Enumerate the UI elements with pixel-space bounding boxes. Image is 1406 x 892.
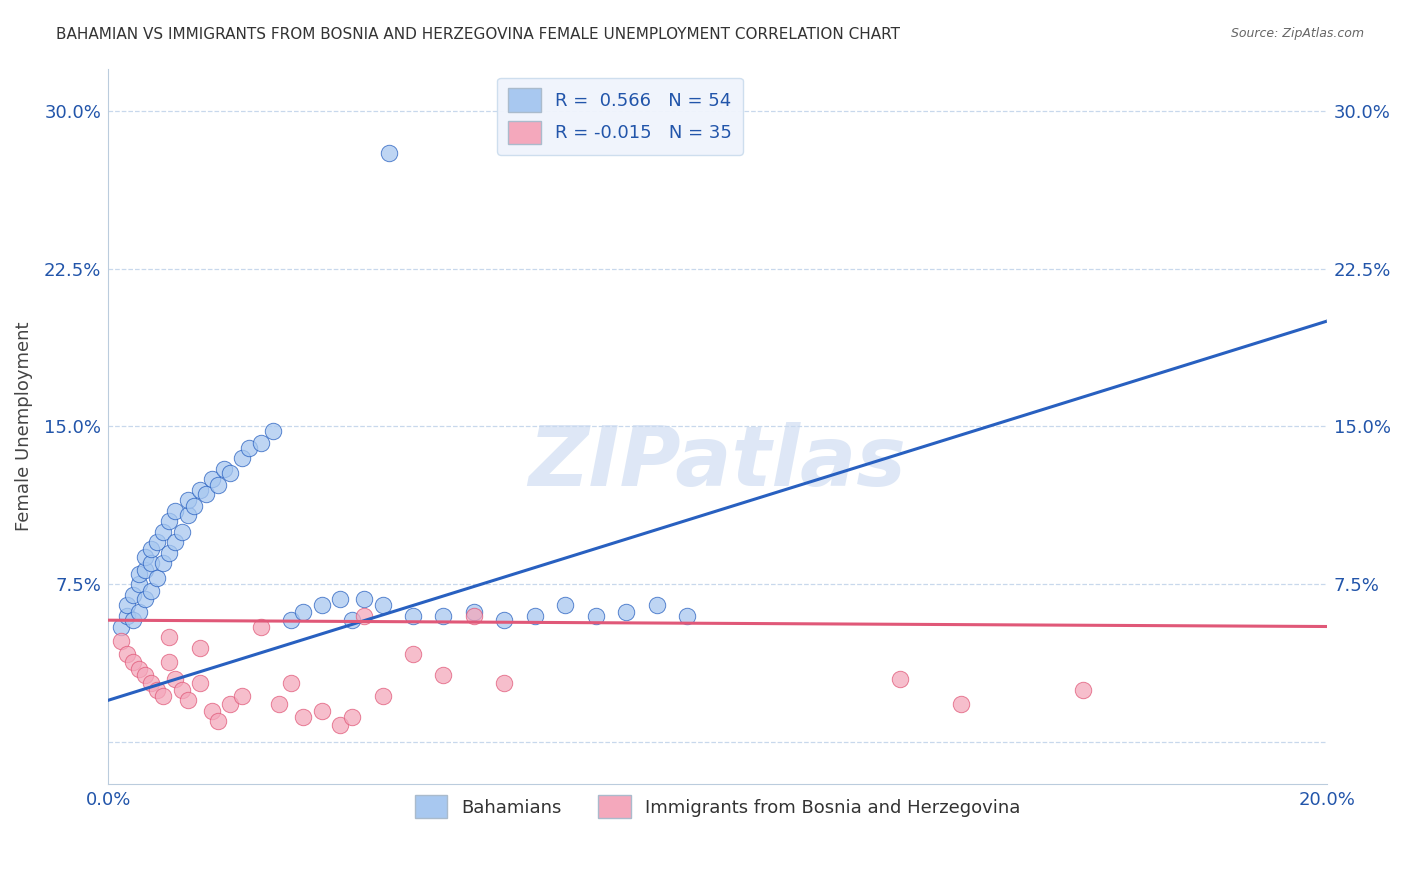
Y-axis label: Female Unemployment: Female Unemployment bbox=[15, 322, 32, 532]
Point bbox=[188, 640, 211, 655]
Point bbox=[267, 698, 290, 712]
Point bbox=[139, 676, 162, 690]
Point bbox=[157, 546, 180, 560]
Point bbox=[134, 549, 156, 564]
Point bbox=[139, 541, 162, 556]
Point bbox=[121, 613, 143, 627]
Point bbox=[146, 571, 169, 585]
Point bbox=[115, 609, 138, 624]
Point bbox=[128, 662, 150, 676]
Point bbox=[231, 689, 253, 703]
Point bbox=[152, 557, 174, 571]
Point bbox=[157, 630, 180, 644]
Point bbox=[157, 514, 180, 528]
Point bbox=[280, 676, 302, 690]
Point bbox=[371, 599, 394, 613]
Point bbox=[353, 592, 375, 607]
Point bbox=[432, 668, 454, 682]
Text: BAHAMIAN VS IMMIGRANTS FROM BOSNIA AND HERZEGOVINA FEMALE UNEMPLOYMENT CORRELATI: BAHAMIAN VS IMMIGRANTS FROM BOSNIA AND H… bbox=[56, 27, 900, 42]
Text: ZIPatlas: ZIPatlas bbox=[529, 422, 907, 503]
Point bbox=[176, 493, 198, 508]
Point bbox=[311, 599, 333, 613]
Point bbox=[614, 605, 637, 619]
Point bbox=[494, 676, 516, 690]
Point bbox=[262, 424, 284, 438]
Point bbox=[292, 710, 315, 724]
Point bbox=[463, 605, 485, 619]
Point bbox=[176, 508, 198, 522]
Point bbox=[238, 441, 260, 455]
Point bbox=[554, 599, 576, 613]
Point bbox=[134, 668, 156, 682]
Point bbox=[207, 478, 229, 492]
Point bbox=[201, 704, 224, 718]
Point bbox=[152, 524, 174, 539]
Point bbox=[170, 524, 193, 539]
Point bbox=[249, 436, 271, 450]
Point bbox=[432, 609, 454, 624]
Point bbox=[371, 689, 394, 703]
Point bbox=[311, 704, 333, 718]
Point bbox=[176, 693, 198, 707]
Point bbox=[201, 472, 224, 486]
Point bbox=[188, 676, 211, 690]
Point bbox=[110, 634, 132, 648]
Point bbox=[219, 698, 242, 712]
Point bbox=[585, 609, 607, 624]
Point bbox=[165, 504, 187, 518]
Point bbox=[402, 647, 425, 661]
Point bbox=[207, 714, 229, 729]
Point bbox=[165, 672, 187, 686]
Point bbox=[115, 599, 138, 613]
Text: Source: ZipAtlas.com: Source: ZipAtlas.com bbox=[1230, 27, 1364, 40]
Point bbox=[121, 655, 143, 669]
Point bbox=[134, 563, 156, 577]
Point bbox=[165, 535, 187, 549]
Point bbox=[139, 557, 162, 571]
Legend: Bahamians, Immigrants from Bosnia and Herzegovina: Bahamians, Immigrants from Bosnia and He… bbox=[408, 788, 1028, 825]
Point bbox=[121, 588, 143, 602]
Point bbox=[170, 682, 193, 697]
Point bbox=[889, 672, 911, 686]
Point bbox=[523, 609, 546, 624]
Point bbox=[402, 609, 425, 624]
Point bbox=[134, 592, 156, 607]
Point bbox=[212, 461, 235, 475]
Point bbox=[115, 647, 138, 661]
Point bbox=[249, 619, 271, 633]
Point bbox=[645, 599, 668, 613]
Point bbox=[128, 605, 150, 619]
Point bbox=[128, 566, 150, 581]
Point bbox=[280, 613, 302, 627]
Point bbox=[329, 718, 352, 732]
Point bbox=[183, 500, 205, 514]
Point bbox=[340, 710, 363, 724]
Point bbox=[494, 613, 516, 627]
Point bbox=[194, 487, 217, 501]
Point bbox=[950, 698, 973, 712]
Point bbox=[353, 609, 375, 624]
Point bbox=[139, 583, 162, 598]
Point bbox=[340, 613, 363, 627]
Point bbox=[231, 451, 253, 466]
Point bbox=[1071, 682, 1094, 697]
Point bbox=[146, 535, 169, 549]
Point bbox=[463, 609, 485, 624]
Point bbox=[377, 145, 399, 160]
Point bbox=[157, 655, 180, 669]
Point bbox=[676, 609, 699, 624]
Point bbox=[128, 577, 150, 591]
Point bbox=[329, 592, 352, 607]
Point bbox=[146, 682, 169, 697]
Point bbox=[292, 605, 315, 619]
Point bbox=[188, 483, 211, 497]
Point bbox=[152, 689, 174, 703]
Point bbox=[110, 619, 132, 633]
Point bbox=[219, 466, 242, 480]
